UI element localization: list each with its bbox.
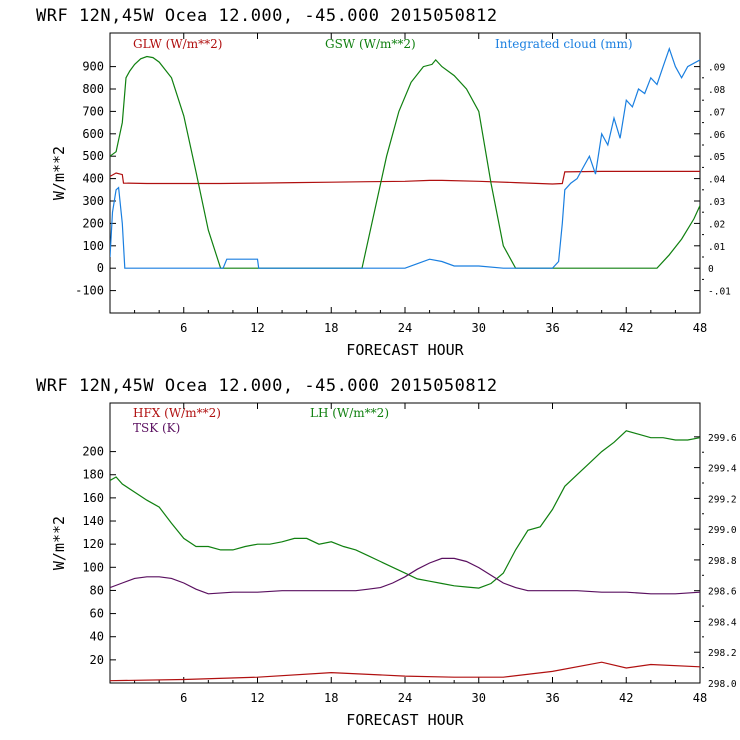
panel-header: WRF 12N,45W Ocea 12.000, -45.000 2015050… bbox=[36, 6, 498, 26]
y-tick-label: 800 bbox=[82, 82, 104, 96]
series-line-1 bbox=[110, 170, 700, 185]
y2-tick-label: .06 bbox=[708, 130, 725, 141]
y-tick-label: 700 bbox=[82, 104, 104, 118]
series-line-2 bbox=[110, 55, 700, 269]
y-axis-label: W/m**2 bbox=[50, 146, 68, 200]
x-tick-label: 24 bbox=[398, 321, 412, 335]
x-tick-label: 48 bbox=[693, 321, 707, 335]
y2-tick-label: 298.0 bbox=[708, 679, 737, 690]
x-tick-label: 6 bbox=[180, 321, 187, 335]
x-tick-label: 36 bbox=[545, 691, 559, 705]
y-tick-label: 40 bbox=[90, 630, 104, 644]
legend-entry-3: TSK (K) bbox=[133, 421, 180, 435]
x-axis-label: FORECAST HOUR bbox=[346, 711, 464, 729]
x-tick-label: 18 bbox=[324, 321, 338, 335]
y2-tick-label: 299.6 bbox=[708, 433, 737, 444]
x-axis-label: FORECAST HOUR bbox=[346, 341, 464, 359]
x-tick-label: 30 bbox=[472, 321, 486, 335]
legend-entry-2: GSW (W/m**2) bbox=[325, 37, 416, 51]
y-tick-label: 80 bbox=[90, 583, 104, 597]
y-tick-label: 180 bbox=[82, 468, 104, 482]
x-tick-label: 12 bbox=[250, 321, 264, 335]
y-tick-label: 20 bbox=[90, 653, 104, 667]
y2-tick-label: 299.4 bbox=[708, 464, 737, 475]
x-tick-label: 12 bbox=[250, 691, 264, 705]
y-tick-label: 120 bbox=[82, 537, 104, 551]
chart-panel-2: WRF 12N,45W Ocea 12.000, -45.000 2015050… bbox=[36, 376, 737, 729]
x-tick-label: 24 bbox=[398, 691, 412, 705]
y2-tick-label: .08 bbox=[708, 85, 725, 96]
y-tick-label: 200 bbox=[82, 216, 104, 230]
y-tick-label: 500 bbox=[82, 149, 104, 163]
y-tick-label: 200 bbox=[82, 445, 104, 459]
x-tick-label: 42 bbox=[619, 691, 633, 705]
y2-tick-label: .05 bbox=[708, 152, 725, 163]
panel-header: WRF 12N,45W Ocea 12.000, -45.000 2015050… bbox=[36, 376, 498, 396]
y-axis-label: W/m**2 bbox=[50, 516, 68, 570]
y2-tick-label: -.01 bbox=[708, 287, 731, 298]
x-tick-label: 48 bbox=[693, 691, 707, 705]
y2-tick-label: .09 bbox=[708, 63, 725, 74]
y-tick-label: 60 bbox=[90, 607, 104, 621]
plot-frame bbox=[109, 402, 701, 684]
y-tick-label: -100 bbox=[75, 284, 104, 298]
y2-tick-label: .02 bbox=[708, 219, 725, 230]
y2-tick-label: .01 bbox=[708, 242, 725, 253]
chart-panel-1: WRF 12N,45W Ocea 12.000, -45.000 2015050… bbox=[36, 6, 731, 359]
series-line-1 bbox=[110, 661, 700, 682]
x-tick-label: 36 bbox=[545, 321, 559, 335]
y2-tick-label: 299.2 bbox=[708, 494, 737, 505]
y-tick-label: 100 bbox=[82, 239, 104, 253]
y2-tick-label: 299.0 bbox=[708, 525, 737, 536]
series-line-2 bbox=[110, 430, 700, 589]
x-tick-label: 18 bbox=[324, 691, 338, 705]
y-tick-label: 600 bbox=[82, 127, 104, 141]
plot-frame bbox=[109, 32, 701, 314]
series-line-3 bbox=[110, 557, 700, 595]
legend-entry-1: GLW (W/m**2) bbox=[133, 37, 222, 51]
y-tick-label: 400 bbox=[82, 172, 104, 186]
legend-entry-2: LH (W/m**2) bbox=[310, 406, 389, 420]
x-tick-label: 6 bbox=[180, 691, 187, 705]
legend-entry-3: Integrated cloud (mm) bbox=[495, 37, 633, 51]
y-tick-label: 140 bbox=[82, 514, 104, 528]
y2-tick-label: 298.2 bbox=[708, 648, 737, 659]
y2-tick-label: .03 bbox=[708, 197, 725, 208]
x-tick-label: 42 bbox=[619, 321, 633, 335]
x-tick-label: 30 bbox=[472, 691, 486, 705]
y2-tick-label: 298.4 bbox=[708, 617, 737, 628]
series-line-3 bbox=[110, 46, 700, 269]
y-tick-label: 300 bbox=[82, 194, 104, 208]
y-tick-label: 0 bbox=[97, 261, 104, 275]
y2-tick-label: .04 bbox=[708, 175, 725, 186]
y2-tick-label: 298.6 bbox=[708, 587, 737, 598]
y2-tick-label: 0 bbox=[708, 264, 714, 275]
legend-entry-1: HFX (W/m**2) bbox=[133, 406, 221, 420]
y-tick-label: 160 bbox=[82, 491, 104, 505]
y-tick-label: 100 bbox=[82, 560, 104, 574]
y2-tick-label: 298.8 bbox=[708, 556, 737, 567]
y2-tick-label: .07 bbox=[708, 107, 725, 118]
y-tick-label: 900 bbox=[82, 60, 104, 74]
